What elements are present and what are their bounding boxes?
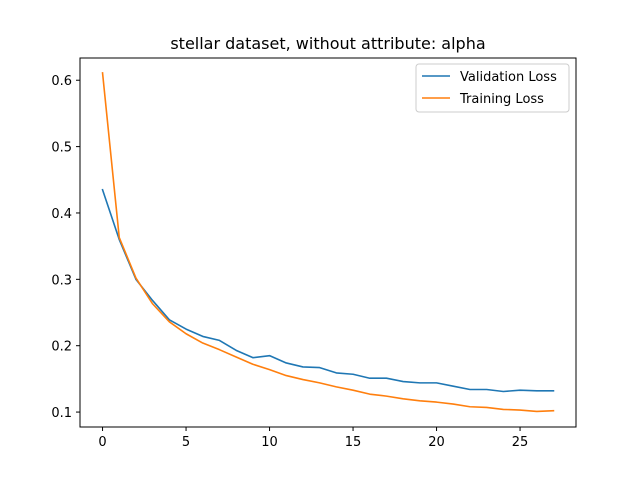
- y-tick-label: 0.1: [51, 406, 72, 421]
- y-tick-label: 0.5: [51, 141, 72, 156]
- legend-label-training-loss: Training Loss: [459, 92, 544, 107]
- x-tick-label: 25: [512, 435, 529, 450]
- chart-title: stellar dataset, without attribute: alph…: [170, 34, 485, 53]
- series-line-validation-loss: [101, 188, 555, 393]
- x-tick-label: 15: [345, 435, 362, 450]
- series-line-training-loss: [101, 72, 555, 413]
- y-tick-label: 0.6: [51, 74, 72, 89]
- x-tick-label: 0: [98, 435, 106, 450]
- x-tick-label: 20: [428, 435, 445, 450]
- y-tick-label: 0.3: [51, 273, 72, 288]
- x-tick-label: 10: [261, 435, 278, 450]
- plot-frame: [79, 57, 577, 428]
- x-tick-label: 5: [182, 435, 190, 450]
- y-tick-label: 0.4: [51, 207, 72, 222]
- legend-label-validation-loss: Validation Loss: [460, 70, 557, 85]
- y-tick-label: 0.2: [51, 340, 72, 355]
- legend: Validation Loss Training Loss: [415, 63, 570, 113]
- legend-box: [415, 63, 570, 113]
